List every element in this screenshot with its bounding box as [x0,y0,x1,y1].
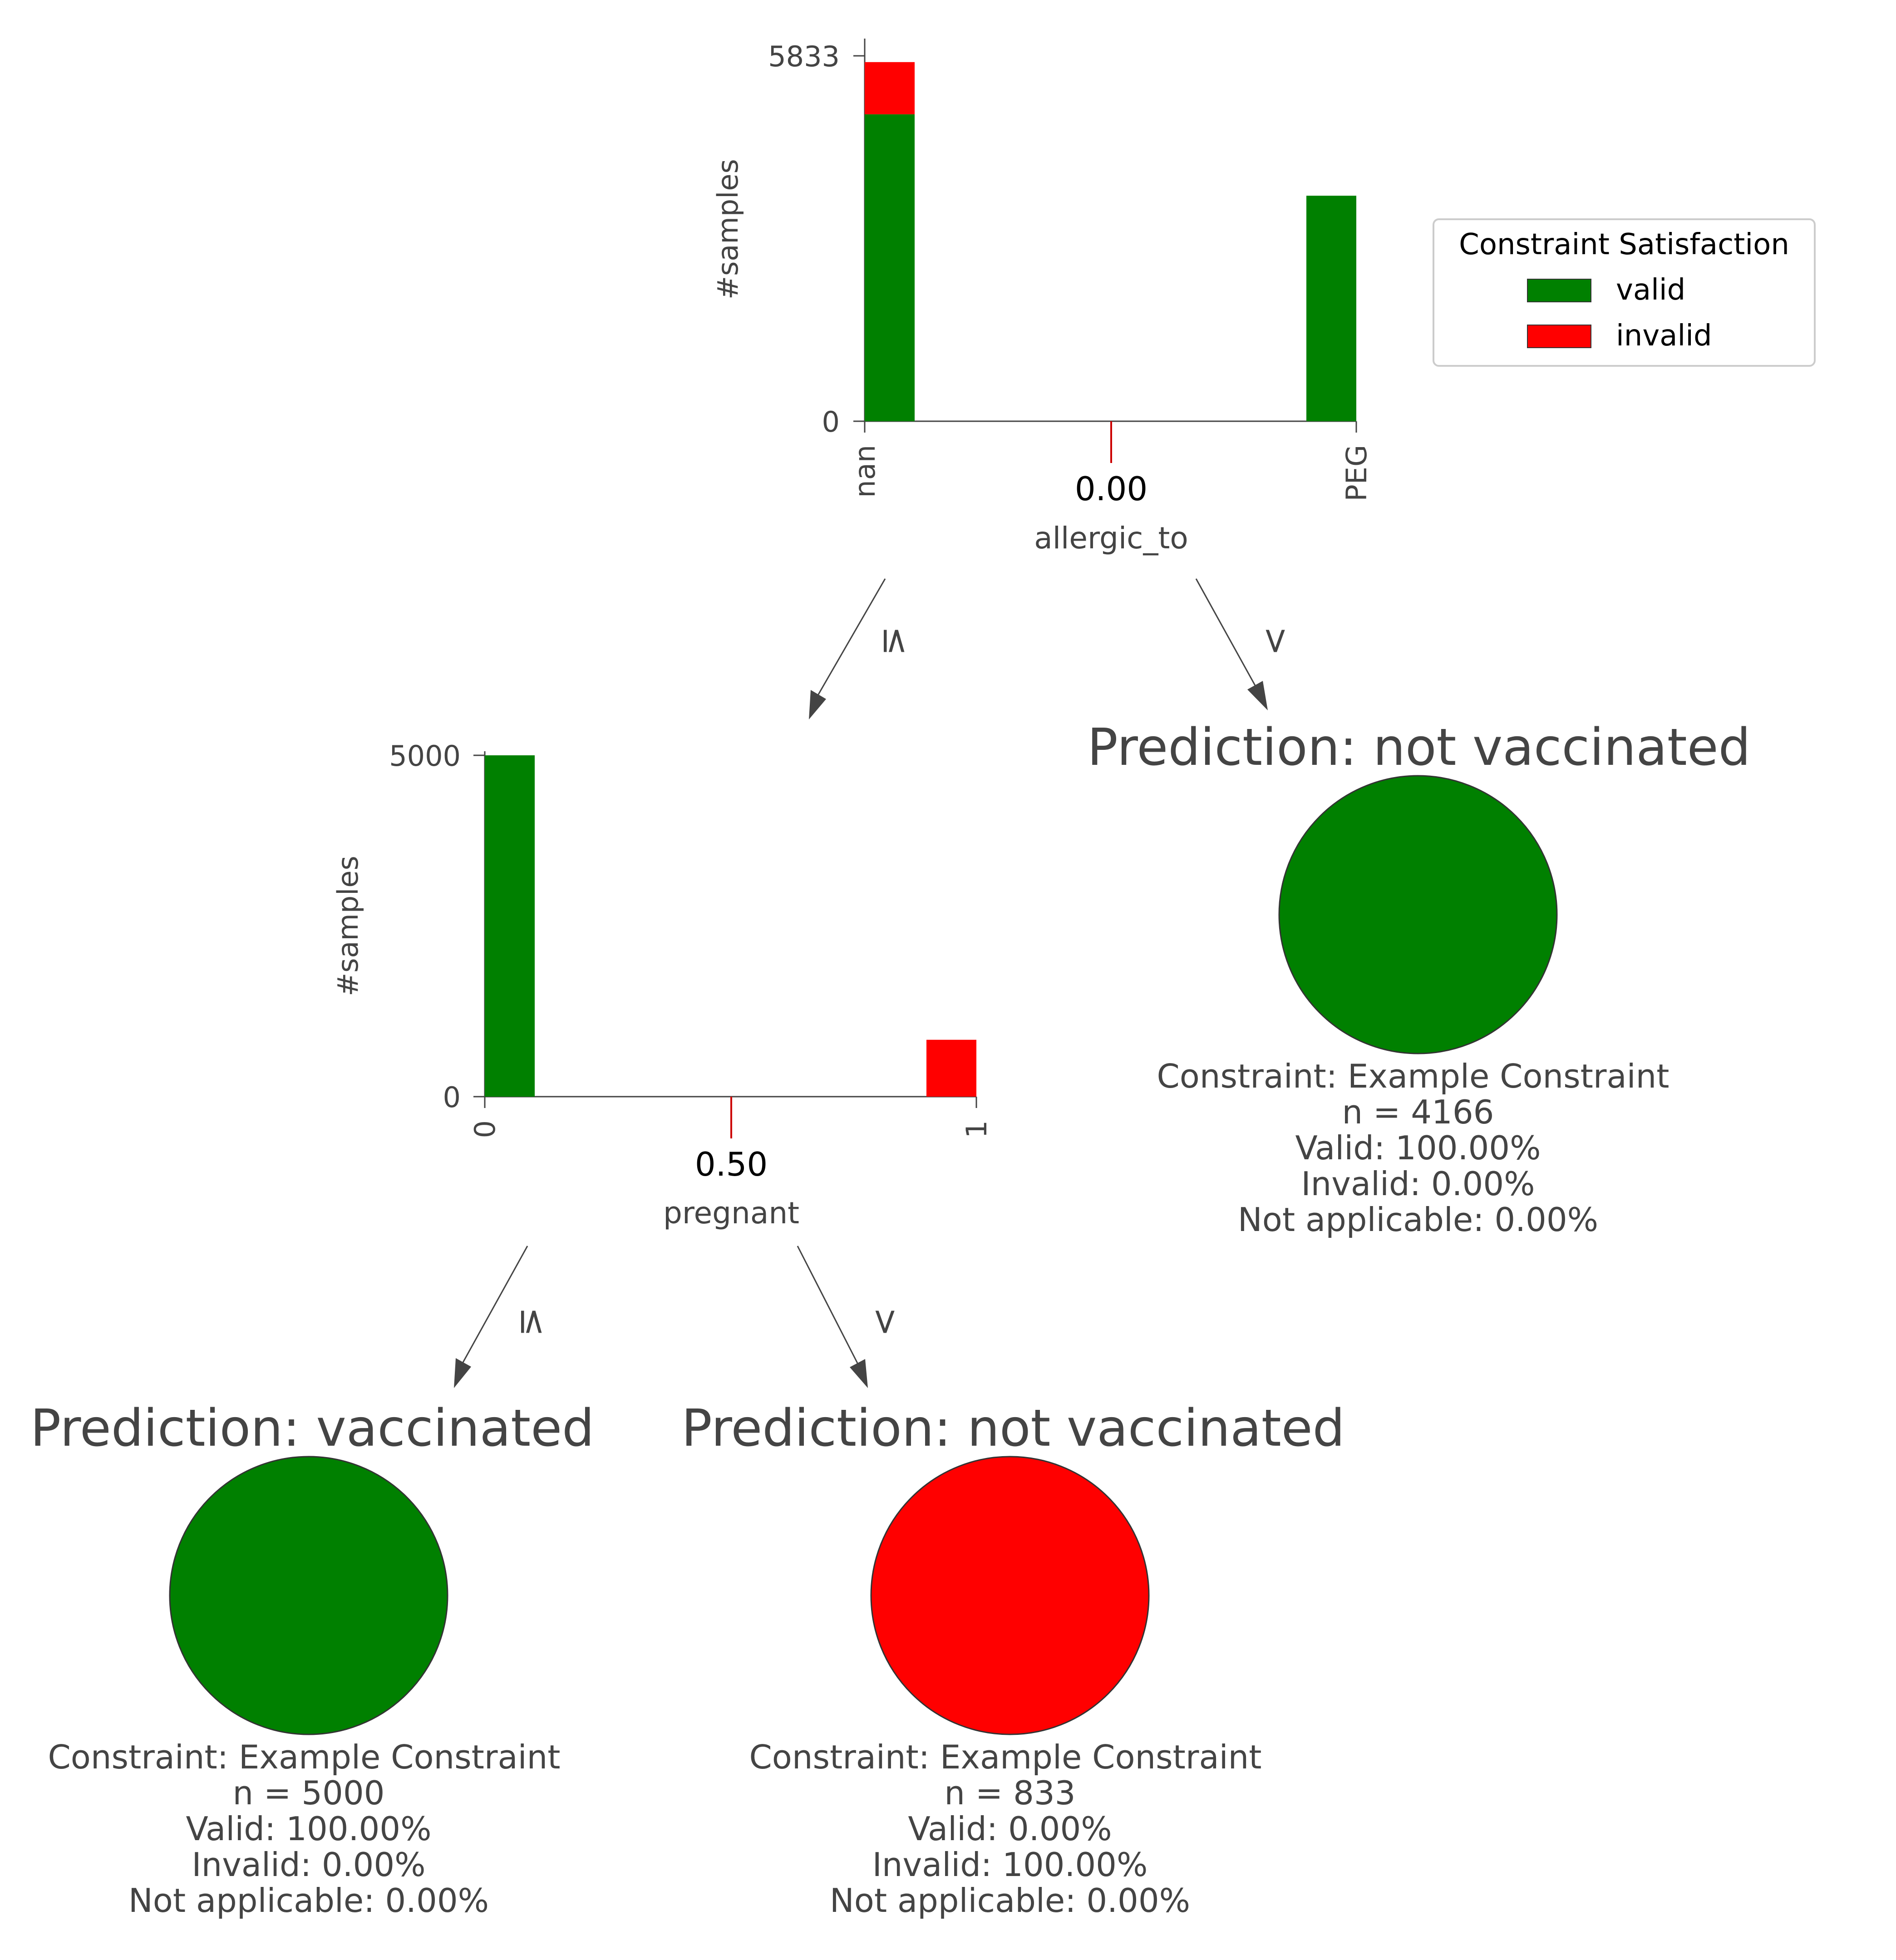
edge-line [461,1246,528,1364]
pregnant-ytick-label-zero: 0 [443,1081,461,1114]
pregnant-xtick-label-1: 1 [960,1120,993,1138]
leaf-n: n = 5000 [233,1774,385,1812]
leaf-valid: Valid: 100.00% [1295,1129,1541,1167]
leaf-valid: Valid: 100.00% [186,1810,432,1848]
leaf-not-applicable: Not applicable: 0.00% [830,1881,1190,1920]
leaf-constraint: Constraint: Example Constraint [1157,1057,1669,1095]
root-threshold-label: 0.00 [1075,470,1147,508]
root-bar-peg-valid [1306,196,1356,421]
leaf-n: n = 4166 [1342,1093,1494,1131]
edge-root-left: ≤ [809,578,916,719]
edge-label: ≤ [875,626,916,655]
edge-label: > [865,1307,906,1336]
pregnant-ylabel: #samples [331,856,364,996]
root-feature-label: allergic_to [1034,521,1188,556]
leaf-invalid: Invalid: 0.00% [1301,1165,1535,1203]
root-ytick-label-zero: 0 [822,405,840,438]
root-xtick-label-nan: nan [848,445,882,498]
legend: Constraint Satisfaction valid invalid [1433,218,1816,367]
edge-line [1195,578,1256,686]
edge-label: > [1256,626,1296,655]
arrowhead-icon [1247,681,1268,710]
edge-root-right: > [1195,578,1296,710]
leaf-not-vaccinated-1: Prediction: not vaccinated Constraint: E… [1087,718,1750,1239]
leaf-prediction-title: Prediction: not vaccinated [681,1399,1344,1458]
edge-pregnant-right: > [797,1246,906,1388]
leaf-not-applicable: Not applicable: 0.00% [1238,1201,1598,1239]
leaf-circle [1278,775,1558,1054]
arrowhead-icon [850,1359,868,1388]
leaf-invalid: Invalid: 100.00% [872,1846,1148,1884]
leaf-constraint: Constraint: Example Constraint [749,1738,1262,1776]
edge-pregnant-left: ≤ [454,1246,553,1388]
legend-title: Constraint Satisfaction [1459,228,1789,261]
leaf-not-vaccinated-2: Prediction: not vaccinated Constraint: E… [681,1399,1344,1920]
leaf-invalid: Invalid: 0.00% [192,1846,425,1884]
edge-line [816,578,886,697]
pregnant-xtick-label-0: 0 [468,1120,502,1138]
root-xtick-label-peg: PEG [1340,445,1373,502]
pregnant-ytick-label-top: 5000 [389,739,461,773]
edge-label: ≤ [512,1307,553,1336]
root-ytick-label-top: 5833 [768,40,840,73]
legend-label-valid: valid [1616,273,1685,307]
leaf-prediction-title: Prediction: not vaccinated [1087,718,1750,777]
leaf-valid: Valid: 0.00% [908,1810,1112,1848]
root-ylabel: #samples [711,159,744,300]
pregnant-threshold-label: 0.50 [695,1145,768,1183]
pregnant-bar-1-invalid [926,1039,976,1097]
pregnant-feature-label: pregnant [663,1196,799,1231]
legend-label-invalid: invalid [1616,319,1712,353]
legend-swatch-valid [1527,279,1591,302]
leaf-prediction-title: Prediction: vaccinated [30,1399,594,1458]
arrowhead-icon [809,690,826,719]
pregnant-bar-0-valid [485,755,535,1097]
leaf-circle [169,1456,448,1735]
root-bar-nan-valid [865,114,915,421]
legend-swatch-invalid [1527,325,1591,348]
arrowhead-icon [454,1358,471,1388]
leaf-circle [870,1456,1150,1735]
root-bar-nan-invalid [865,62,915,114]
leaf-constraint: Constraint: Example Constraint [48,1738,561,1776]
leaf-vaccinated: Prediction: vaccinated Constraint: Examp… [30,1399,594,1920]
leaf-n: n = 833 [944,1774,1075,1812]
edge-line [797,1246,859,1364]
root-histogram: 5833 0 #samples nan PEG 0.00 allergic_to [711,39,1373,556]
leaf-not-applicable: Not applicable: 0.00% [128,1881,489,1920]
pregnant-histogram: 5000 0 #samples 0 1 0.50 pregnant [331,739,993,1231]
